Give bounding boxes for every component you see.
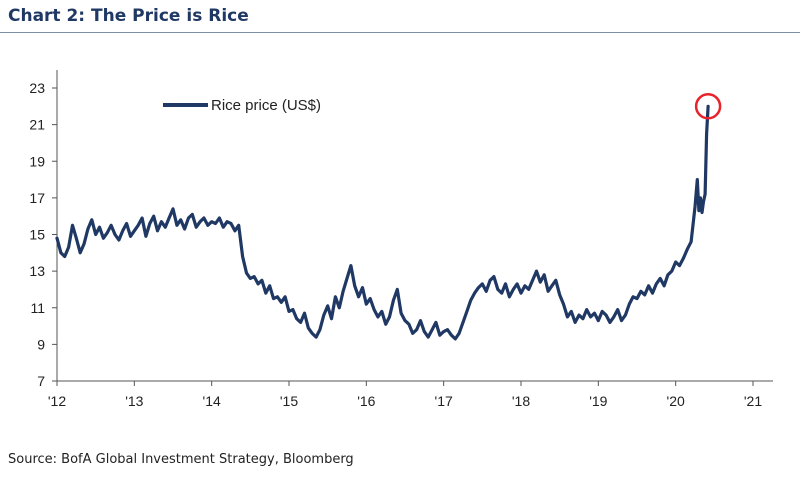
peak-highlight-circle (694, 93, 722, 120)
title-divider (0, 32, 800, 33)
x-tick-label: '21 (744, 393, 762, 409)
x-tick-label: '12 (48, 393, 66, 409)
series-layer (55, 104, 710, 341)
y-tick-label: 15 (29, 227, 45, 243)
x-tick-label: '14 (203, 393, 221, 409)
y-tick-label: 13 (29, 263, 45, 279)
series-line-rice-price (55, 104, 710, 341)
x-tick-label: '16 (357, 393, 375, 409)
chart-axes (56, 70, 773, 382)
x-tick-label: '18 (512, 393, 530, 409)
x-tick-label: '13 (125, 393, 143, 409)
legend: Rice price (US$) (163, 97, 321, 114)
x-tick-label: '20 (667, 393, 685, 409)
legend-label-rice-price: Rice price (US$) (211, 97, 321, 114)
y-tick-label: 11 (30, 300, 45, 316)
y-tick-labels: 7 9 11 13 15 17 19 21 23 (29, 80, 57, 389)
x-tick-label: '19 (589, 393, 607, 409)
y-tick-label: 19 (29, 153, 45, 169)
y-tick-label: 7 (37, 373, 45, 389)
x-tick-labels: '12 '13 '14 '15 '16 '17 '18 '19 '20 '21 (48, 381, 762, 409)
source-note: Source: BofA Global Investment Strategy,… (8, 452, 354, 467)
x-tick-label: '17 (435, 393, 453, 409)
chart-title: Chart 2: The Price is Rice (8, 6, 249, 26)
y-tick-label: 23 (29, 80, 45, 96)
x-tick-label: '15 (280, 393, 298, 409)
y-tick-label: 21 (29, 117, 45, 133)
y-tick-label: 17 (29, 190, 45, 206)
y-tick-label: 9 (37, 336, 45, 352)
